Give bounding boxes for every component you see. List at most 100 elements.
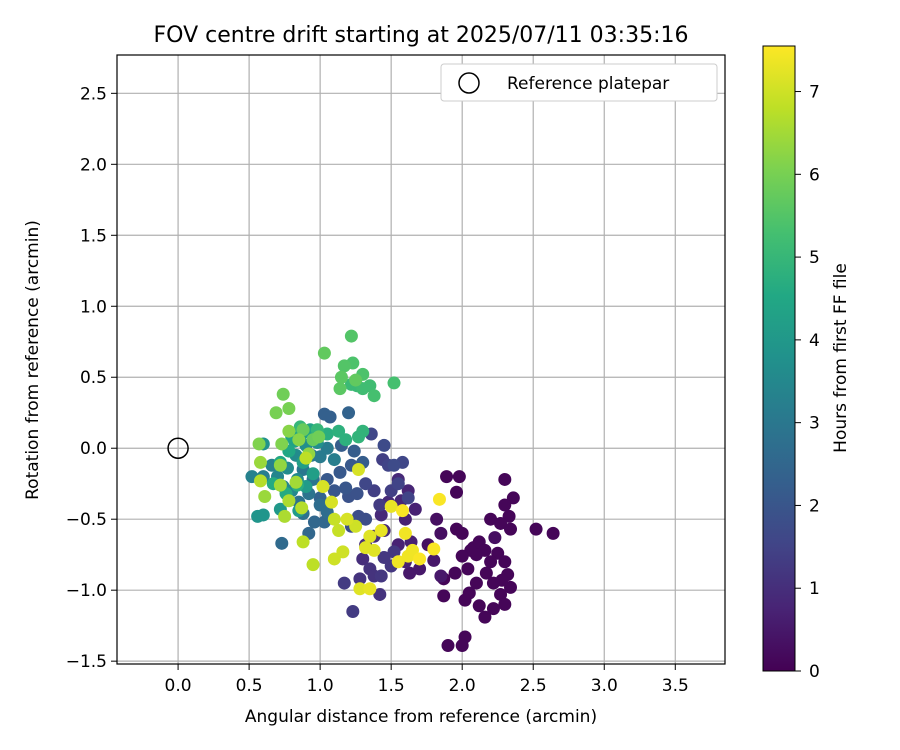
x-tick-label: 1.0 [307,676,334,696]
data-point [458,593,472,607]
data-point [430,512,444,526]
data-point [441,639,455,653]
data-point [484,512,498,526]
data-point [312,430,326,444]
data-point [478,610,492,624]
data-point [363,379,377,393]
y-tick-label: 1.5 [80,226,107,246]
data-point [282,494,296,508]
data-point [373,498,387,512]
data-point [334,370,348,384]
data-point [253,474,267,488]
data-point [317,346,331,360]
reference-platepar-marker [167,437,189,459]
data-point [349,519,363,533]
data-point [450,485,464,499]
data-point [486,602,500,616]
y-tick-label: −1.5 [66,652,107,672]
data-point [258,489,272,503]
data-point [440,470,454,484]
data-point [339,481,353,495]
data-point [342,406,356,420]
x-tick-label: 2.0 [449,676,476,696]
data-point [313,450,327,464]
plot-area-frame [116,54,726,665]
data-point [278,509,292,523]
data-point [282,401,296,415]
data-point [273,458,287,472]
data-point [434,526,448,540]
data-point [356,424,370,438]
data-point [403,566,417,580]
data-point [363,582,377,596]
x-tick-label: 2.5 [520,676,547,696]
data-point [405,543,419,557]
data-point [408,502,422,516]
data-point [356,552,370,566]
data-point [374,524,388,538]
data-point [292,433,306,447]
data-point [296,423,310,437]
data-point [452,470,466,484]
data-point [391,555,405,569]
data-point [276,387,290,401]
data-point [363,529,377,543]
data-point [448,566,462,580]
data-point [434,569,448,583]
data-point [306,467,320,481]
colorbar: 0 1 2 3 4 5 6 7 Hours from first FF file [762,45,851,682]
legend-box [440,63,718,102]
data-point [351,463,365,477]
data-point [377,551,391,565]
data-point [398,526,412,540]
data-point [347,444,361,458]
legend-marker-reference [458,72,480,94]
data-point [340,512,354,526]
data-point [317,515,331,529]
data-point [503,580,517,594]
data-point [450,522,464,536]
data-point [273,478,287,492]
colorbar-ticks: 0 1 2 3 4 5 6 7 [795,83,820,682]
legend: Reference platepar [440,63,718,102]
data-point [401,491,415,505]
data-point [349,373,363,387]
data-point [491,546,505,560]
colorbar-tick-label: 4 [809,331,820,351]
data-point [339,433,353,447]
data-point [275,536,289,550]
data-point [325,495,339,509]
data-point [484,555,498,569]
data-point [413,562,427,576]
data-point [502,509,516,523]
y-axis-label: Rotation from reference (arcmin) [23,220,43,500]
legend-entry-reference: Reference platepar [507,74,669,94]
data-point [333,382,347,396]
x-axis: 0.0 0.5 1.0 1.5 2.0 2.5 3.0 3.5 [165,664,689,696]
data-point [472,599,486,613]
data-point [327,453,341,467]
y-tick-label: 0.5 [80,368,107,388]
data-point [320,441,334,455]
data-point [498,555,512,569]
data-point [359,512,373,526]
data-point [529,522,543,536]
data-point [367,389,381,403]
colorbar-tick-label: 7 [809,83,820,103]
data-point [494,516,508,530]
data-point [256,508,270,522]
data-point [289,475,303,489]
colorbar-gradient [762,45,796,672]
data-point [498,472,512,486]
colorbar-tick-label: 3 [809,414,820,434]
data-point [498,597,512,611]
x-tick-label: 3.5 [662,676,689,696]
data-point [374,508,388,522]
data-point [359,477,373,491]
data-point [506,491,520,505]
data-point [374,569,388,583]
data-point [299,451,313,465]
data-point [316,480,330,494]
data-point [323,410,337,424]
data-point [332,524,346,538]
